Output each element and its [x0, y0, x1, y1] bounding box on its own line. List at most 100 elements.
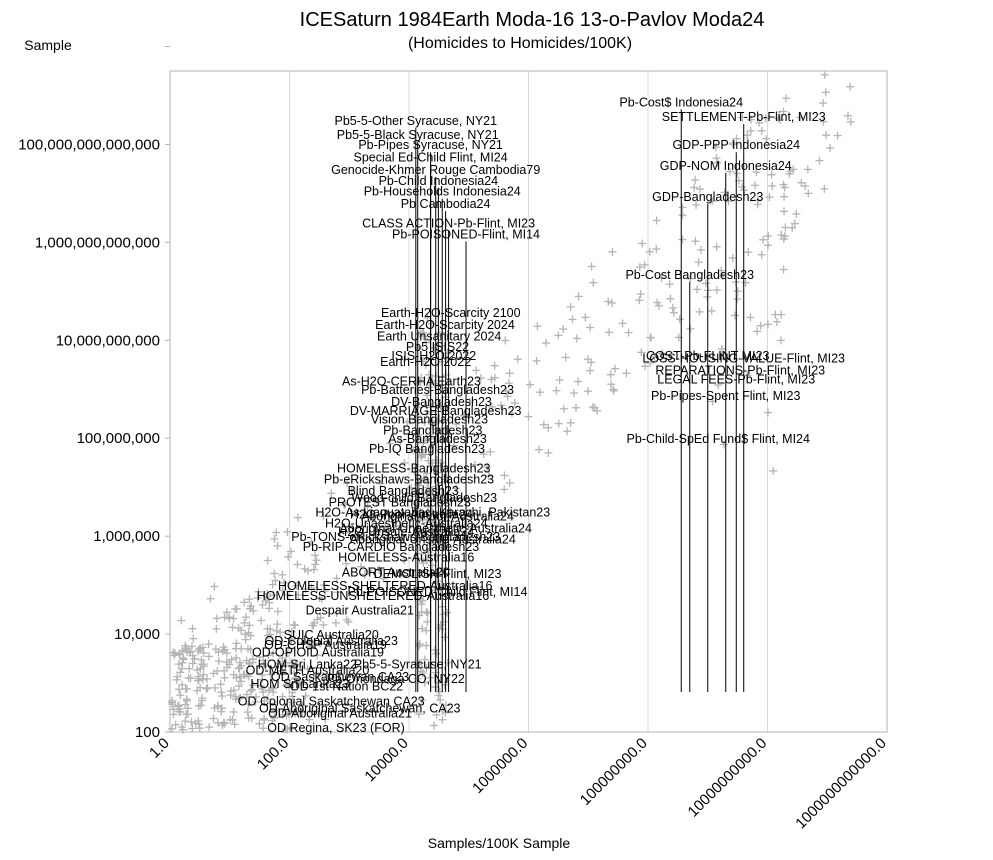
- data-point-marker: [657, 273, 666, 282]
- data-point-marker: [427, 561, 436, 570]
- data-point-marker: [566, 302, 575, 311]
- data-point-marker: [252, 692, 261, 701]
- data-point-marker: [307, 537, 316, 546]
- data-point-marker: [342, 559, 351, 568]
- data-point-marker: [618, 319, 627, 328]
- data-point-marker: [194, 720, 203, 729]
- data-point-marker: [282, 658, 291, 667]
- data-point-marker: [174, 660, 183, 669]
- data-point-marker: [652, 244, 661, 253]
- data-point-marker: [363, 502, 372, 511]
- data-point-marker: [691, 237, 700, 246]
- data-point-marker: [177, 616, 186, 625]
- data-point-marker: [418, 669, 427, 678]
- data-point-marker: [436, 695, 445, 704]
- data-point-marker: [188, 659, 197, 668]
- data-point-marker: [187, 642, 196, 651]
- data-point-marker: [266, 670, 275, 679]
- data-point-marker: [416, 667, 425, 676]
- leader-line-layer: [415, 109, 745, 692]
- annotation-label: OD-Aboriginal Australia21: [268, 706, 412, 720]
- data-point-marker: [790, 219, 799, 228]
- data-point-marker: [465, 398, 474, 407]
- data-point-marker: [708, 397, 717, 406]
- data-point-marker: [701, 279, 710, 288]
- data-point-marker: [428, 441, 437, 450]
- data-point-marker: [605, 328, 614, 337]
- data-point-marker: [696, 185, 705, 194]
- annotation-label: Earth-H2O-Scarcity 2100: [381, 306, 521, 320]
- data-point-marker: [443, 430, 452, 439]
- data-point-marker: [678, 235, 687, 244]
- data-point-marker: [554, 331, 563, 340]
- data-point-marker: [714, 381, 723, 390]
- data-point-marker: [188, 624, 197, 633]
- data-point-marker: [257, 675, 266, 684]
- data-point-marker: [713, 158, 722, 167]
- data-point-marker: [554, 419, 563, 428]
- data-point-marker: [781, 223, 790, 232]
- data-point-marker: [197, 655, 206, 664]
- data-point-marker: [264, 686, 273, 695]
- annotation-label: HOMELESS-SHELTERED-Australia16: [278, 579, 492, 593]
- data-point-marker: [752, 168, 761, 177]
- data-point-marker: [461, 410, 470, 419]
- data-point-marker: [217, 688, 226, 697]
- data-point-marker: [312, 585, 321, 594]
- data-point-marker: [693, 285, 702, 294]
- data-point-marker: [232, 639, 241, 648]
- data-point-marker: [258, 685, 267, 694]
- data-point-marker: [432, 456, 441, 465]
- data-point-marker: [321, 587, 330, 596]
- annotation-label: SETTLEMENT-Pb-Flint, MI23: [662, 110, 826, 124]
- data-point-marker: [274, 659, 283, 668]
- annotation-label: ISIS-H2O 2022: [391, 349, 476, 363]
- data-point-marker: [732, 134, 741, 143]
- data-point-marker: [178, 680, 187, 689]
- data-point-marker: [765, 193, 774, 202]
- data-point-marker: [650, 353, 659, 362]
- data-point-marker: [320, 581, 329, 590]
- data-point-marker: [432, 649, 441, 658]
- data-point-marker: [819, 117, 828, 126]
- data-point-marker: [821, 88, 830, 97]
- data-point-marker: [635, 296, 644, 305]
- data-point-marker: [172, 675, 181, 684]
- data-point-marker: [695, 307, 704, 316]
- data-point-marker: [484, 472, 493, 481]
- data-point-marker: [287, 635, 296, 644]
- annotation-label: Pb5-5-Other Syracuse, NY21: [335, 114, 498, 128]
- annotation-label: Genocide-Khmer Rouge Cambodia79: [331, 163, 540, 177]
- annotation-label: GDP-Bangladesh23: [652, 190, 763, 204]
- y-axis-title: Sample: [24, 37, 72, 53]
- data-point-marker: [424, 547, 433, 556]
- data-point-marker: [665, 280, 674, 289]
- data-point-marker: [347, 486, 356, 495]
- data-point-marker: [292, 581, 301, 590]
- data-point-marker: [780, 192, 789, 201]
- data-point-marker: [452, 484, 461, 493]
- data-point-marker: [286, 547, 295, 556]
- data-point-marker: [357, 532, 366, 541]
- data-point-marker: [284, 552, 293, 561]
- data-point-marker: [746, 126, 755, 135]
- data-point-marker: [178, 725, 187, 734]
- data-point-marker: [422, 410, 431, 419]
- data-point-marker: [288, 688, 297, 697]
- data-point-marker: [561, 353, 570, 362]
- data-point-marker: [764, 231, 773, 240]
- data-point-marker: [505, 478, 514, 487]
- annotation-label: COST-Pb-FLINT MI23: [646, 349, 769, 363]
- data-point-marker: [422, 626, 431, 635]
- data-point-marker: [293, 560, 302, 569]
- annotation-label: Earth-H2O-Scarcity 2024: [375, 318, 515, 332]
- data-point-marker: [637, 348, 646, 357]
- data-point-marker: [413, 403, 422, 412]
- data-point-marker: [268, 649, 277, 658]
- data-point-marker: [243, 708, 252, 717]
- annotation-label: Pb-Batteries-Bangladesh23: [361, 383, 514, 397]
- data-point-marker: [471, 460, 480, 469]
- annotation-label: HOMELESS-Bangladesh23: [337, 461, 491, 475]
- data-point-marker: [422, 436, 431, 445]
